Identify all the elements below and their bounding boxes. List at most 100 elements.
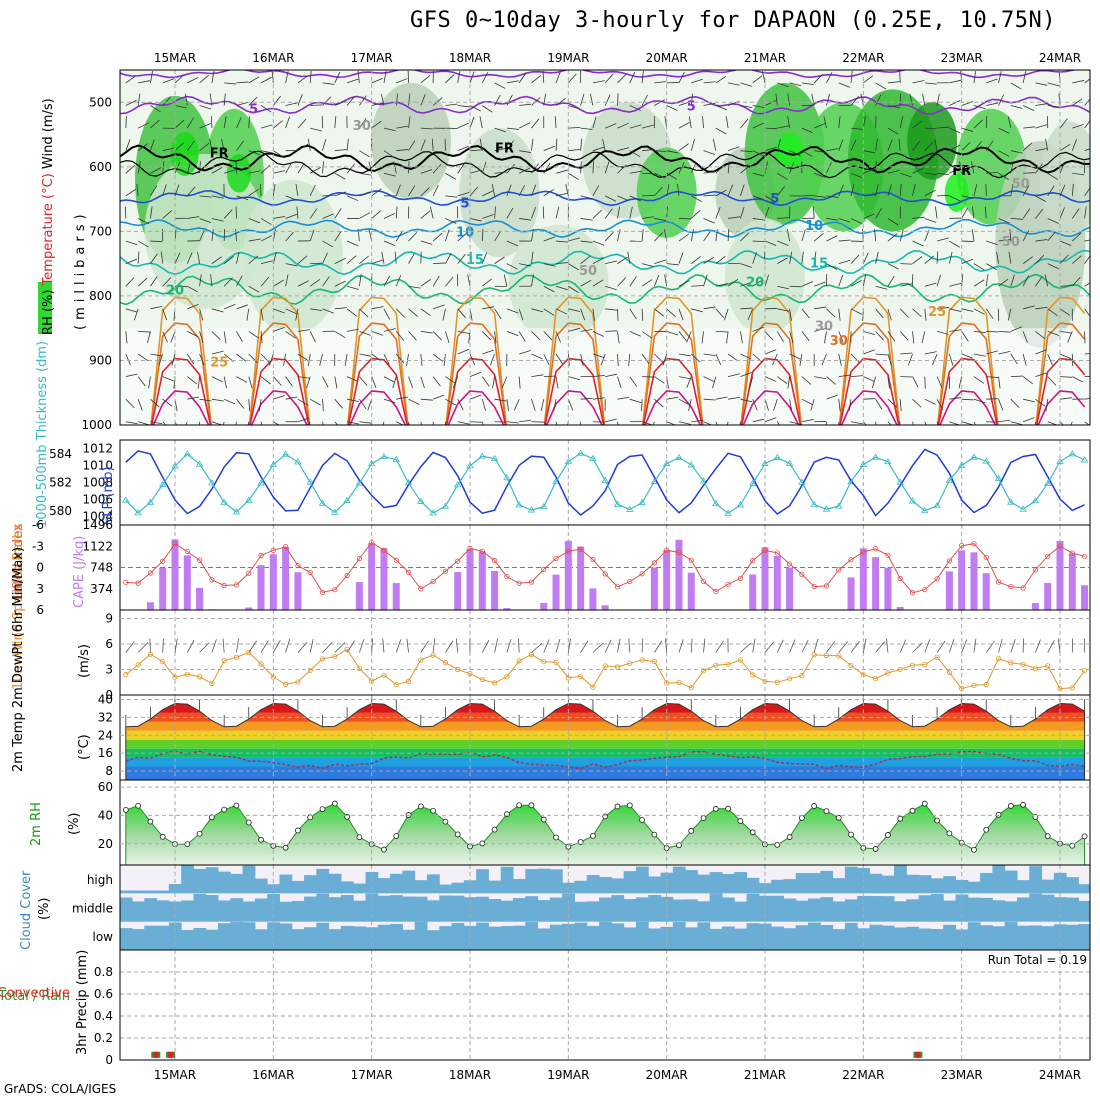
wind-barb (334, 331, 346, 338)
wind-barb (209, 93, 213, 106)
wind-barb (199, 218, 211, 223)
wind-barb (1007, 308, 1012, 321)
rh-marker (688, 827, 695, 834)
slp-ylabel: SLP (mb) (101, 466, 116, 525)
lifted-marker (590, 556, 596, 563)
wind-barb (162, 78, 175, 84)
wind-barb (236, 251, 240, 264)
boundary-layer-contour (150, 322, 1086, 425)
wind-barb (260, 260, 273, 265)
precip-ylabel-left2: Convective (0, 986, 70, 1001)
wind-barb (727, 278, 739, 287)
wind-barb (248, 188, 259, 197)
wind-barb (838, 399, 841, 412)
wind-barb (985, 640, 995, 653)
wind-barb (297, 75, 308, 84)
wind-barb (1010, 353, 1018, 365)
rh-marker (122, 806, 129, 813)
wind-barb (678, 122, 690, 129)
wind-barb (137, 277, 148, 287)
wind-barb (678, 331, 687, 342)
wind-barb (383, 308, 390, 320)
wind-barb (961, 240, 974, 242)
lifted-marker (283, 544, 289, 550)
wind-barb (752, 240, 765, 242)
wind-barb (764, 399, 769, 411)
cloud-bar (500, 900, 514, 922)
wind-barb (248, 76, 260, 84)
lifted-marker (922, 586, 928, 593)
rh-marker (921, 800, 928, 807)
slp-line (125, 448, 1085, 517)
wind-barb (875, 184, 879, 196)
wind-barb (912, 331, 915, 344)
wind-barb (850, 421, 863, 425)
wind-barb (150, 105, 161, 113)
precip-tick: 0.6 (94, 987, 113, 1001)
wind-barb (580, 127, 593, 130)
wind-barb (1035, 349, 1047, 355)
wind-barb (932, 353, 938, 366)
wind-barb (567, 638, 571, 653)
thickness-marker (908, 497, 917, 504)
wind-marker (160, 658, 166, 665)
wind-barb (887, 398, 898, 408)
wind-barb (260, 105, 272, 113)
thickness-marker (994, 474, 1003, 482)
wind-barb (310, 167, 321, 174)
precip-tick: 0.4 (94, 1009, 113, 1023)
wind-barb (383, 213, 396, 219)
wind-barb (898, 421, 901, 425)
cloud-bar (635, 866, 649, 894)
wind-barb (285, 263, 298, 267)
thickness-marker (146, 498, 155, 505)
wind-barb (899, 116, 904, 129)
cloud-bar (1078, 884, 1090, 894)
wind-barb (1010, 639, 1016, 653)
wind-barb (1084, 239, 1090, 242)
wind-barb (985, 140, 994, 151)
cloud-bar (181, 930, 194, 950)
lifted-marker (786, 561, 793, 567)
wind-barb (199, 123, 211, 129)
wind-barb (1072, 255, 1082, 264)
cloud-bar (549, 869, 563, 894)
cloud-bar (721, 873, 735, 894)
wind-barb (568, 308, 581, 313)
wind-barb (442, 308, 446, 321)
temp-band (125, 703, 1085, 713)
cloud-bar (672, 899, 686, 922)
rh-marker (1081, 833, 1088, 840)
cloud-bar (1066, 924, 1079, 950)
rh-marker (307, 814, 314, 821)
wind-barb (455, 638, 459, 653)
wind-barb (481, 252, 488, 264)
wind-barb (445, 218, 457, 224)
wind-barb (491, 184, 495, 196)
cloud-bar (353, 900, 367, 922)
wind-barb (137, 376, 146, 387)
wind-barb (543, 285, 555, 293)
wind-barb (1084, 187, 1090, 197)
wind-barb (875, 94, 882, 106)
wind-barb (776, 186, 785, 197)
wind-barb (395, 184, 401, 197)
wind-barb (1010, 274, 1015, 287)
wind-barb (125, 641, 135, 653)
wind-barb (309, 278, 321, 287)
cloud-bar (586, 925, 600, 950)
wind-barb (740, 206, 745, 219)
cloud-bar (820, 924, 834, 950)
wind-barb (764, 417, 777, 423)
wind-barb (1022, 105, 1035, 111)
cloud-bar (328, 897, 342, 922)
wind-barb (826, 218, 839, 221)
wind-barb (936, 93, 940, 106)
wind-barb (395, 230, 403, 242)
cloud-bar (1016, 925, 1030, 950)
cloud-bar (242, 922, 256, 950)
wind-barb (420, 187, 430, 197)
wind-barb (187, 376, 198, 385)
wind-barb (998, 94, 1004, 106)
